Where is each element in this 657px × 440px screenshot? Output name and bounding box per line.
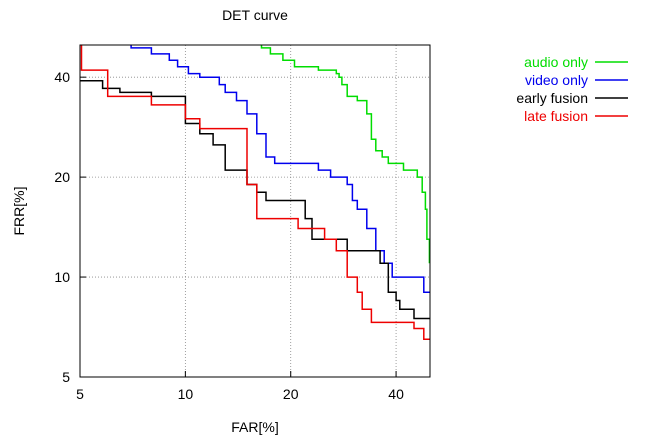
y-tick-label: 20 xyxy=(54,169,70,185)
legend-label-late-fusion: late fusion xyxy=(524,108,588,124)
legend-label-video-only: video only xyxy=(525,72,588,88)
y-axis-label: FRR[%] xyxy=(11,187,27,236)
series-line-early-fusion xyxy=(80,80,430,320)
x-tick-label: 5 xyxy=(76,386,84,402)
legend-label-early-fusion: early fusion xyxy=(516,90,588,106)
x-tick-label: 20 xyxy=(283,386,299,402)
legend-label-audio-only: audio only xyxy=(524,54,588,70)
series-line-video-only xyxy=(130,45,430,293)
series-lines xyxy=(80,45,431,340)
series-line-audio-only xyxy=(260,45,431,264)
chart-title: DET curve xyxy=(222,7,288,23)
y-tick-label: 5 xyxy=(62,369,70,385)
legend: audio only video only early fusion late fus… xyxy=(516,54,628,124)
grid-lines xyxy=(80,45,430,377)
x-axis-label: FAR[%] xyxy=(231,419,278,435)
y-tick-label: 40 xyxy=(54,69,70,85)
plot-frame xyxy=(79,44,431,378)
x-tick-label: 10 xyxy=(178,386,194,402)
series-line-late-fusion xyxy=(80,45,430,340)
x-tick-label: 40 xyxy=(388,386,404,402)
y-tick-label: 10 xyxy=(54,269,70,285)
tick-labels: 5 10 20 40 5 10 20 40 xyxy=(54,69,404,402)
